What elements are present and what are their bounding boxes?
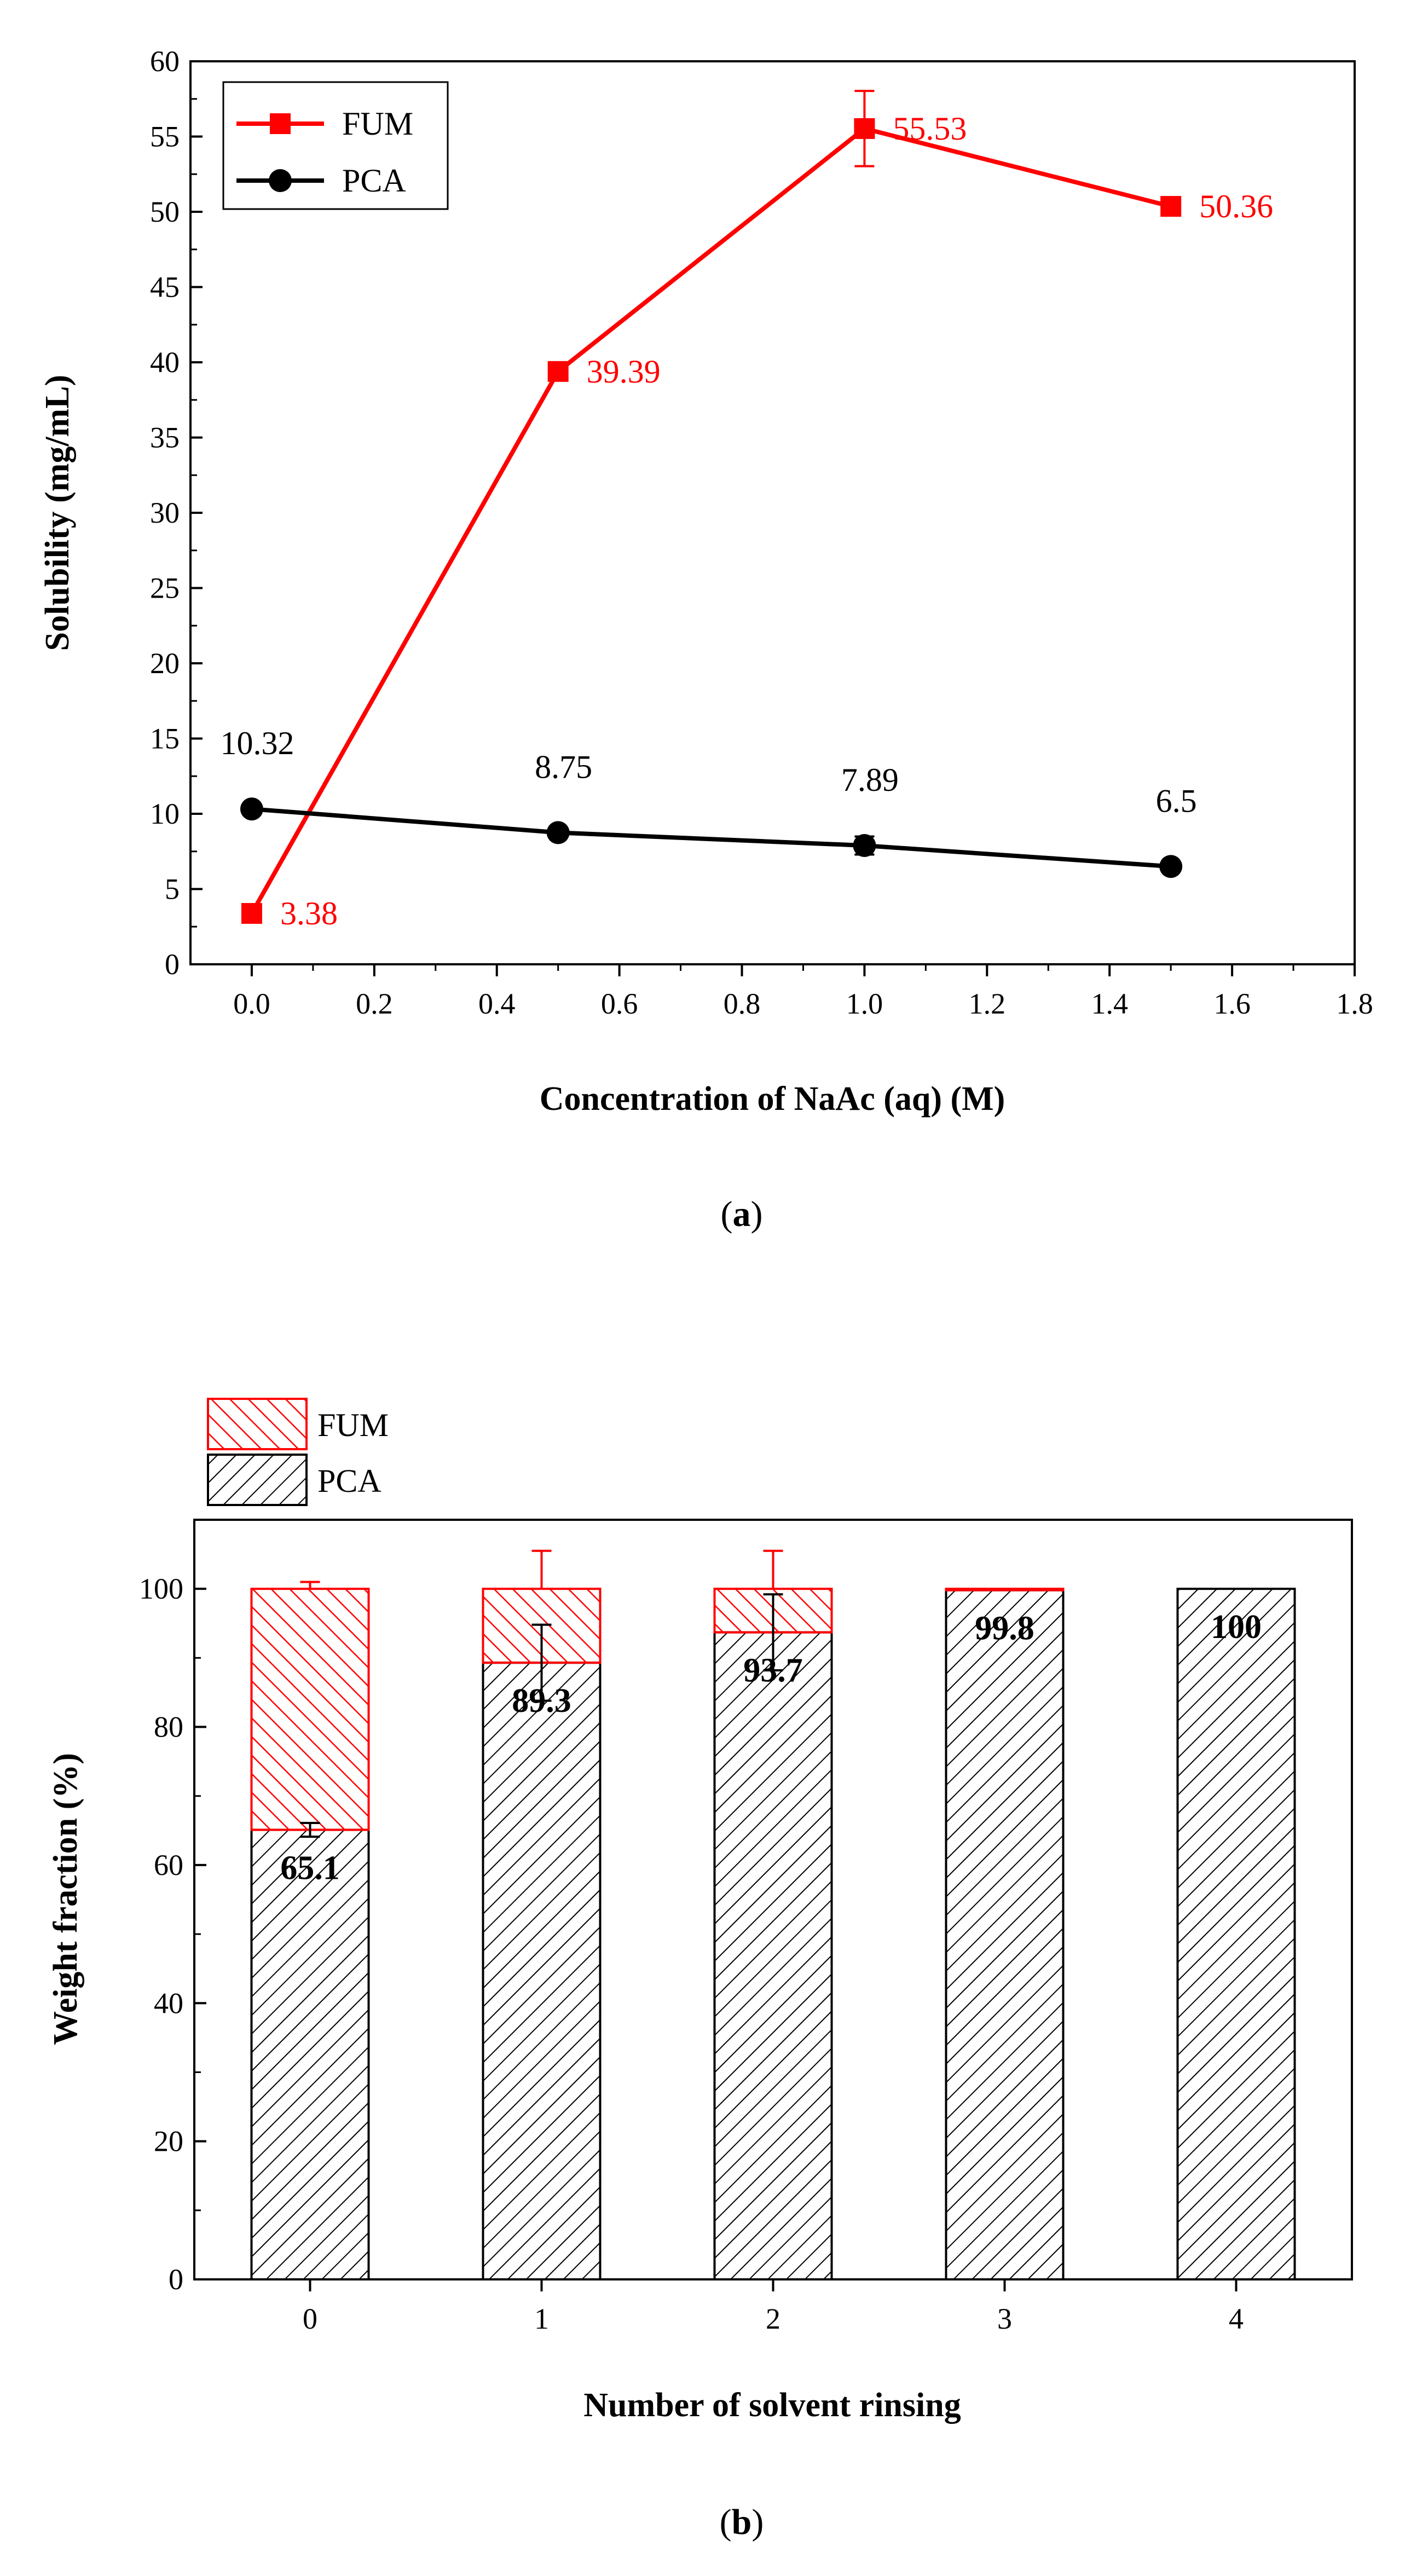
legend-pca-marker bbox=[269, 169, 292, 192]
y-tick-label: 10 bbox=[150, 797, 180, 830]
data-label-pca: 100 bbox=[1211, 1608, 1262, 1646]
data-point-pca bbox=[1159, 855, 1183, 878]
y-tick-label: 55 bbox=[150, 120, 180, 153]
x-tick-label: 0.8 bbox=[724, 987, 761, 1020]
x-tick-label: 1.8 bbox=[1336, 987, 1373, 1020]
series-pca-line bbox=[251, 807, 1171, 869]
x-tick-label: 1.2 bbox=[969, 987, 1006, 1020]
y-tick-label: 50 bbox=[150, 195, 180, 228]
data-label-pca: 7.89 bbox=[841, 762, 899, 798]
y-tick-label: 30 bbox=[150, 496, 180, 529]
legend-fum-label: FUM bbox=[342, 106, 413, 142]
legend-fum-marker bbox=[270, 113, 291, 134]
y-tick-label: 40 bbox=[150, 346, 180, 379]
x-tick-label: 0.4 bbox=[478, 987, 516, 1020]
x-tick-label: 1.6 bbox=[1213, 987, 1251, 1020]
chart-b-y-axis-title: Weight fraction (%) bbox=[47, 1753, 84, 2045]
chart-a-legend-box bbox=[222, 81, 449, 210]
chart-b-legend: FUM PCA bbox=[207, 1398, 389, 1506]
x-tick-label: 2 bbox=[766, 2302, 780, 2335]
data-point-pca bbox=[240, 797, 263, 821]
caption-a: (a) bbox=[721, 1194, 763, 1234]
data-point-fum bbox=[547, 361, 569, 382]
bar-pca bbox=[1176, 1588, 1296, 2281]
x-tick-label: 4 bbox=[1229, 2302, 1244, 2335]
data-point-fum bbox=[854, 118, 875, 139]
y-tick-label: 20 bbox=[154, 2125, 183, 2158]
legend-b-pca-swatch bbox=[207, 1454, 308, 1506]
bar-fum bbox=[250, 1588, 370, 1831]
data-label-pca: 93.7 bbox=[743, 1652, 803, 1689]
y-tick-label: 60 bbox=[154, 1849, 183, 1882]
x-tick-label: 1.4 bbox=[1091, 987, 1128, 1020]
y-tick-label: 25 bbox=[150, 572, 180, 605]
data-label-fum: 55.53 bbox=[893, 111, 967, 147]
y-tick-label: 100 bbox=[139, 1572, 183, 1605]
chart-b: 0 20 40 60 80 100 0 1 2 3 4 65.1 89.3 93.7 99.8 100 We… bbox=[47, 1398, 1353, 2542]
data-point-pca bbox=[853, 834, 876, 858]
bar-pca bbox=[482, 1662, 602, 2280]
legend-b-pca-label: PCA bbox=[317, 1463, 381, 1499]
data-label-pca: 99.8 bbox=[975, 1610, 1034, 1647]
y-tick-label: 0 bbox=[169, 2263, 183, 2296]
y-tick-label: 35 bbox=[150, 421, 180, 454]
x-tick-label: 0 bbox=[303, 2302, 317, 2335]
y-tick-label: 15 bbox=[150, 722, 180, 755]
data-label-fum: 50.36 bbox=[1199, 188, 1273, 224]
caption-a-letter: a bbox=[733, 1194, 751, 1234]
data-label-pca: 8.75 bbox=[535, 749, 592, 785]
y-tick-label: 5 bbox=[165, 873, 180, 906]
bar-pca bbox=[945, 1589, 1065, 2281]
series-fum-line bbox=[250, 126, 1172, 915]
chart-a-x-axis-title: Concentration of NaAc (aq) (M) bbox=[540, 1080, 1005, 1118]
y-tick-label: 0 bbox=[165, 948, 180, 981]
bar-fum bbox=[945, 1588, 1065, 1591]
y-tick-label: 40 bbox=[154, 1987, 183, 2019]
data-label-pca: 89.3 bbox=[512, 1682, 571, 1720]
data-label-fum: 39.39 bbox=[587, 354, 661, 390]
bar-pca bbox=[713, 1631, 833, 2280]
data-point-fum bbox=[241, 903, 262, 924]
legend-b-fum-swatch bbox=[207, 1398, 308, 1450]
y-tick-label: 60 bbox=[150, 45, 180, 78]
chart-a-legend: FUM PCA bbox=[222, 81, 449, 210]
x-tick-label: 1 bbox=[534, 2302, 549, 2335]
y-tick-label: 20 bbox=[150, 647, 180, 680]
data-point-fum bbox=[1160, 196, 1182, 217]
x-tick-label: 0.0 bbox=[233, 987, 270, 1020]
x-tick-label: 0.6 bbox=[601, 987, 638, 1020]
data-label-fum: 3.38 bbox=[280, 895, 338, 931]
chart-a: 0 5 10 15 20 25 30 35 40 45 50 55 60 0.0 0.2 0.4 0.6 0.8 1… bbox=[39, 45, 1373, 1234]
chart-a-y-axis-title: Solubility (mg/mL) bbox=[39, 375, 76, 651]
data-point-pca bbox=[546, 821, 570, 844]
x-tick-label: 0.2 bbox=[356, 987, 393, 1020]
legend-b-fum-label: FUM bbox=[317, 1407, 389, 1443]
x-tick-label: 1.0 bbox=[846, 987, 883, 1020]
legend-pca-label: PCA bbox=[342, 163, 406, 199]
y-tick-label: 80 bbox=[154, 1711, 183, 1744]
x-tick-label: 3 bbox=[997, 2302, 1012, 2335]
data-label-pca: 65.1 bbox=[280, 1850, 340, 1887]
y-tick-label: 45 bbox=[150, 271, 180, 304]
bar-pca bbox=[250, 1828, 370, 2281]
chart-b-x-axis-title: Number of solvent rinsing bbox=[583, 2387, 961, 2424]
caption-b: (b) bbox=[720, 2502, 764, 2542]
data-label-pca: 6.5 bbox=[1156, 783, 1197, 819]
caption-b-letter: b bbox=[732, 2502, 752, 2542]
data-label-pca: 10.32 bbox=[220, 725, 294, 761]
